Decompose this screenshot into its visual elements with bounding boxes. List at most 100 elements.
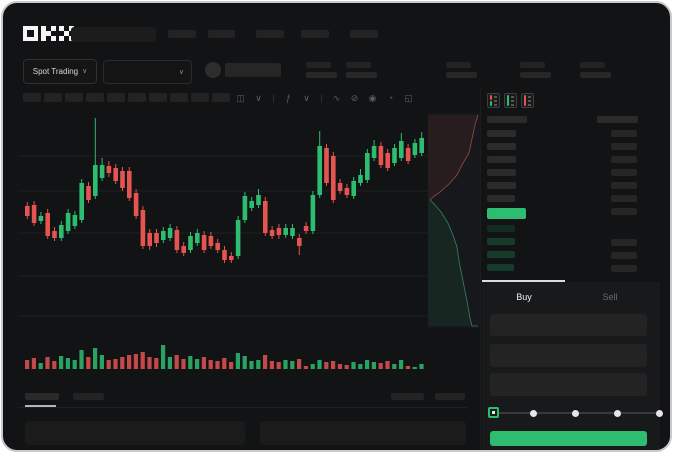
timeframe-chip[interactable] xyxy=(212,93,230,102)
ticker-stat-label xyxy=(446,62,471,68)
bottom-tab-active[interactable] xyxy=(25,393,59,400)
bottom-tab[interactable] xyxy=(73,393,104,400)
book-depth-strip xyxy=(490,101,492,106)
slider-stop-dot[interactable] xyxy=(572,409,579,417)
orderbook-amount-header xyxy=(597,116,638,123)
timeframe-chip[interactable] xyxy=(170,93,188,102)
nav-item-placeholder[interactable] xyxy=(350,30,378,38)
ticker-stat-value xyxy=(446,72,477,78)
slider-stop-dot[interactable] xyxy=(530,409,538,417)
timeframe-chip[interactable] xyxy=(86,93,104,102)
bid-price-bar[interactable] xyxy=(487,238,515,245)
logo-letter-k xyxy=(51,36,56,41)
divider xyxy=(18,407,468,408)
order-input-field[interactable] xyxy=(490,344,647,367)
bid-price-bar[interactable] xyxy=(487,225,515,232)
bid-price-bar[interactable] xyxy=(487,251,515,258)
nav-item-placeholder[interactable] xyxy=(256,30,284,38)
tab-sell[interactable]: Sell xyxy=(602,292,618,302)
timeframe-chip[interactable] xyxy=(149,93,167,102)
logo-letter-k xyxy=(51,26,56,31)
ask-amount-bar xyxy=(611,143,637,150)
bottom-tab-indicator xyxy=(25,405,56,407)
nav-item-placeholder[interactable] xyxy=(168,30,196,38)
book-asks-view-icon[interactable] xyxy=(521,93,534,108)
tab-buy[interactable]: Buy xyxy=(516,292,532,302)
logo-letter-x xyxy=(59,36,64,41)
amount-slider-handle[interactable] xyxy=(488,407,499,418)
slider-stop-dot[interactable] xyxy=(655,409,663,417)
camera-icon[interactable]: ◉ xyxy=(368,93,377,103)
ask-price-bar[interactable] xyxy=(487,169,516,176)
bid-amount-bar xyxy=(611,239,637,246)
ticker-stat-label xyxy=(520,62,545,68)
chart-type-icon[interactable]: ◫ xyxy=(236,93,245,103)
chart-type-chevron-icon[interactable]: ∨ xyxy=(255,93,262,103)
ask-price-bar[interactable] xyxy=(487,156,516,163)
logo-letter-k xyxy=(41,26,46,31)
timeframe-chip[interactable] xyxy=(23,93,41,102)
bid-amount-bar xyxy=(611,265,637,272)
indicators-icon[interactable]: ƒ xyxy=(285,93,291,103)
search-input[interactable] xyxy=(71,27,156,42)
logo-letter-x xyxy=(59,26,64,31)
chart-tools: ◫ ∨ ƒ ∨ ∿ ⊘ ◉ ◔ ◱ xyxy=(234,92,415,104)
logo-letter-x xyxy=(64,31,69,36)
ticker-stat-value xyxy=(580,72,611,78)
pair-name-placeholder[interactable] xyxy=(225,63,281,77)
bottom-action-placeholder[interactable] xyxy=(435,393,465,400)
volume-bars xyxy=(25,345,424,369)
book-split-view-icon[interactable] xyxy=(487,93,500,108)
ask-amount-bar xyxy=(611,156,637,163)
logo-letter-k xyxy=(41,31,46,36)
timeframe-chip[interactable] xyxy=(128,93,146,102)
line-tool-icon[interactable]: ∿ xyxy=(332,93,341,103)
coin-icon xyxy=(205,62,221,78)
last-price-highlight[interactable] xyxy=(487,208,526,219)
book-bids-view-icon[interactable] xyxy=(504,93,517,108)
timeframe-chip[interactable] xyxy=(65,93,83,102)
book-row-line xyxy=(494,104,497,106)
eraser-icon[interactable]: ⊘ xyxy=(350,93,359,103)
market-type-selector[interactable]: Spot Trading ∨ xyxy=(23,59,97,84)
ticker-stat-value xyxy=(520,72,551,78)
candlestick-chart[interactable] xyxy=(18,113,428,333)
nav-item-placeholder[interactable] xyxy=(208,30,235,38)
nav-item-placeholder[interactable] xyxy=(301,30,329,38)
buy-submit-button[interactable] xyxy=(490,431,647,446)
ask-price-bar[interactable] xyxy=(487,143,516,150)
bottom-action-placeholder[interactable] xyxy=(391,393,424,400)
order-input-field[interactable] xyxy=(490,314,647,336)
bid-price-bar[interactable] xyxy=(487,264,514,271)
timeframe-chip[interactable] xyxy=(191,93,209,102)
ticker-stat-label xyxy=(306,62,331,68)
book-row-line xyxy=(511,100,514,102)
chevron-down-icon: ∨ xyxy=(82,68,88,75)
ask-price-bar[interactable] xyxy=(487,182,516,189)
ask-amount-bar xyxy=(611,195,637,202)
ask-amount-bar xyxy=(611,169,637,176)
order-input-field[interactable] xyxy=(490,373,647,396)
slider-stop-dot[interactable] xyxy=(613,409,621,417)
ask-price-bar[interactable] xyxy=(487,130,516,137)
bottom-panel xyxy=(260,421,466,445)
history-icon[interactable]: ◔ xyxy=(387,93,394,103)
orderbook-price-header xyxy=(487,116,527,123)
indicators-chevron-icon[interactable]: ∨ xyxy=(303,93,310,103)
toolbar-divider xyxy=(273,93,274,103)
ask-price-bar[interactable] xyxy=(487,195,515,202)
pair-dropdown[interactable]: ∨ xyxy=(103,60,192,84)
logo-letter-k xyxy=(46,31,51,36)
ticker-stat-label xyxy=(346,62,371,68)
market-type-label: Spot Trading xyxy=(32,67,79,76)
timeframe-chip[interactable] xyxy=(44,93,62,102)
book-row-line xyxy=(494,100,497,102)
ticker-stat-value xyxy=(306,72,337,78)
bid-amount-bar xyxy=(611,252,637,259)
book-row-line xyxy=(494,96,497,98)
timeframe-chip[interactable] xyxy=(107,93,125,102)
fullscreen-icon[interactable]: ◱ xyxy=(404,93,413,103)
book-row-line xyxy=(528,100,531,102)
